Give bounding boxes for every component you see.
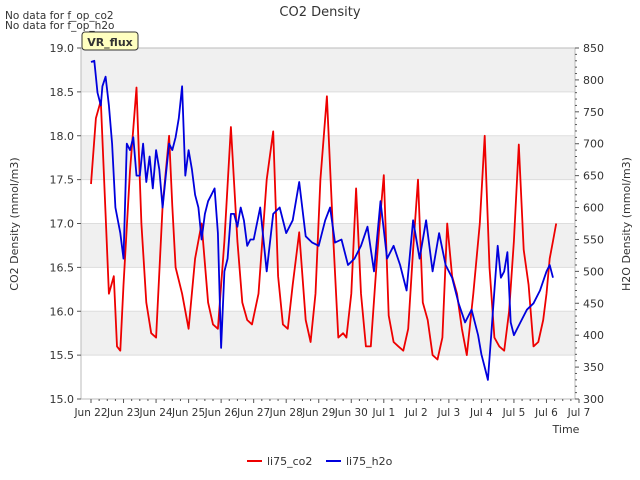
right-y-axis-label: H2O Density (mmol/m3) <box>620 157 633 291</box>
right-tick-label: 300 <box>583 393 604 406</box>
background-band-1 <box>81 223 575 268</box>
right-tick-label: 450 <box>583 297 604 310</box>
x-tick-label: Jun 29 <box>301 407 335 419</box>
background-bands <box>81 48 575 356</box>
right-tick-label: 400 <box>583 329 604 342</box>
no-data-message-h2o: No data for f_op_h2o <box>5 20 114 32</box>
right-tick-label: 850 <box>583 42 604 55</box>
left-tick-label: 16.5 <box>50 261 75 274</box>
left-tick-label: 16.0 <box>50 305 75 318</box>
x-tick-label: Jun 22 <box>73 407 107 419</box>
x-axis-ticks: Jun 22 Jun 23 Jun 24 Jun 25 Jun 26 Jun 27 Jun … <box>73 399 590 419</box>
legend-label-h2o: li75_h2o <box>346 455 393 468</box>
left-tick-label: 18.0 <box>50 130 75 143</box>
legend: li75_co2 li75_h2o <box>247 455 393 468</box>
x-tick-label: Jun 26 <box>204 407 238 419</box>
x-tick-label: Jul 6 <box>534 407 558 419</box>
background-band-3 <box>81 48 575 92</box>
x-tick-label: Jun 28 <box>269 407 303 419</box>
right-tick-label: 600 <box>583 202 604 215</box>
badge-label: VR_flux <box>87 36 133 49</box>
background-band-2 <box>81 135 575 180</box>
right-y-axis-ticks: 300 350 400 450 500 550 600 650 700 750 800 850 <box>575 42 604 406</box>
x-tick-label: Jul 1 <box>371 407 395 419</box>
legend-label-co2: li75_co2 <box>267 455 312 468</box>
x-axis-label: Time <box>552 423 580 436</box>
left-tick-label: 18.5 <box>50 86 75 99</box>
x-tick-label: Jul 4 <box>469 407 493 419</box>
x-tick-label: Jul 3 <box>437 407 461 419</box>
left-y-axis-ticks: 15.0 15.5 16.0 16.5 17.0 17.5 18.0 18.5 19.0 <box>50 42 81 406</box>
x-tick-label: Jun 27 <box>236 407 270 419</box>
left-tick-label: 17.5 <box>50 174 75 187</box>
right-tick-label: 500 <box>583 265 604 278</box>
x-tick-label: Jul 2 <box>404 407 428 419</box>
vr-flux-badge: VR_flux <box>81 31 139 51</box>
left-tick-label: 17.0 <box>50 218 75 231</box>
left-tick-label: 15.5 <box>50 349 75 362</box>
data-series <box>90 59 558 381</box>
right-tick-label: 800 <box>583 74 604 87</box>
no-data-message-co2: No data for f_op_co2 <box>5 10 114 22</box>
x-tick-label: Jun 24 <box>139 407 173 419</box>
x-tick-label: Jun 25 <box>171 407 205 419</box>
badge-box <box>81 31 139 51</box>
left-tick-label: 15.0 <box>50 393 75 406</box>
x-tick-label: Jul 7 <box>567 407 591 419</box>
x-tick-label: Jul 5 <box>502 407 526 419</box>
right-tick-label: 350 <box>583 361 604 374</box>
left-tick-label: 19.0 <box>50 42 75 55</box>
right-tick-label: 700 <box>583 138 604 151</box>
series-line-li75_h2o <box>90 59 554 381</box>
right-tick-label: 650 <box>583 170 604 183</box>
right-tick-label: 550 <box>583 233 604 246</box>
x-tick-label: Jun 30 <box>334 407 368 419</box>
x-tick-label: Jun 23 <box>106 407 140 419</box>
right-tick-label: 750 <box>583 106 604 119</box>
left-y-axis-label: CO2 Density (mmol/m3) <box>8 157 21 290</box>
chart-title: CO2 Density <box>279 5 360 20</box>
